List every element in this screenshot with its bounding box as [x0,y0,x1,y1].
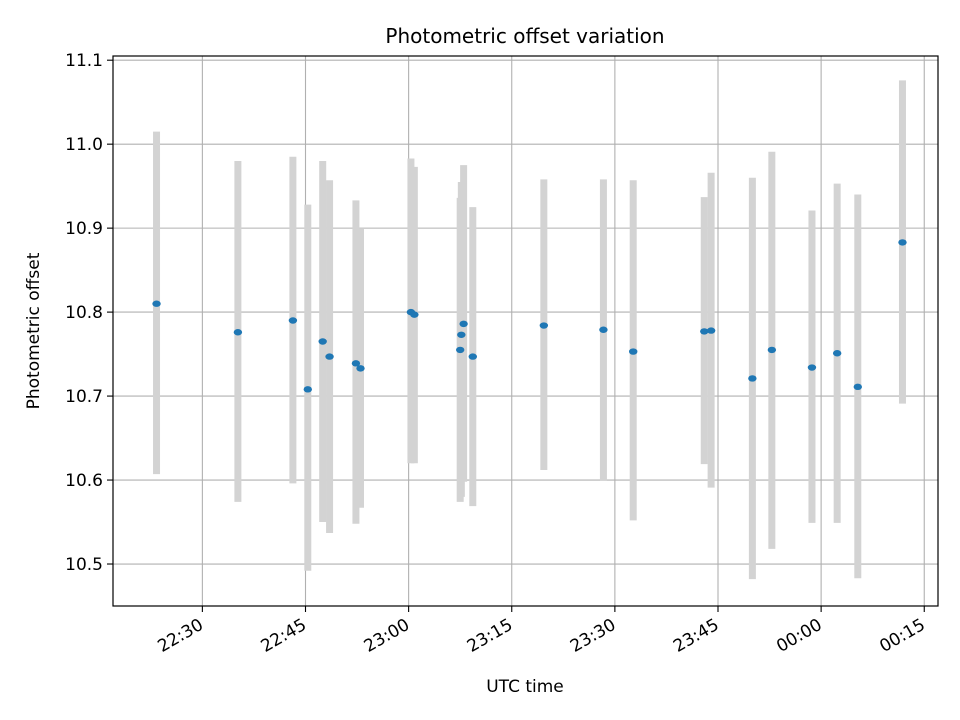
data-point [539,322,549,329]
data-point [455,346,465,354]
data-point [629,348,638,355]
data-point [748,375,757,382]
plot-frame [112,55,939,607]
data-point [468,353,477,360]
data-point [898,239,907,246]
data-point [303,386,312,393]
y-axis-title: Photometric offset [24,252,44,409]
y-tick-label: 10.5 [65,555,103,575]
chart-title: Photometric offset variation [385,24,664,48]
data-point [351,360,361,367]
data-point [288,317,298,324]
data-point [356,365,365,372]
data-points [152,239,907,393]
data-point [706,327,716,334]
data-point [700,328,709,335]
x-axis-title: UTC time [486,677,564,697]
data-point [152,300,161,307]
grid-lines [113,56,938,606]
data-point [318,338,327,345]
data-point [807,364,817,371]
y-tick-label: 11.1 [65,51,103,71]
data-point [767,346,777,354]
data-point [457,331,466,338]
y-tick-label: 10.9 [65,219,103,239]
data-point [233,329,243,336]
data-point [459,320,468,328]
y-tick-label: 10.6 [65,471,103,491]
y-axis-ticks: 10.5 10.6 10.7 10.8 10.9 11.0 11.1 [65,51,113,575]
y-tick-label: 10.7 [65,387,103,407]
data-point [853,383,862,391]
data-point [832,350,842,357]
data-point [410,311,419,318]
data-point [599,326,608,333]
y-tick-label: 10.8 [65,303,103,323]
y-tick-label: 11.0 [65,135,103,155]
data-point [325,353,334,360]
